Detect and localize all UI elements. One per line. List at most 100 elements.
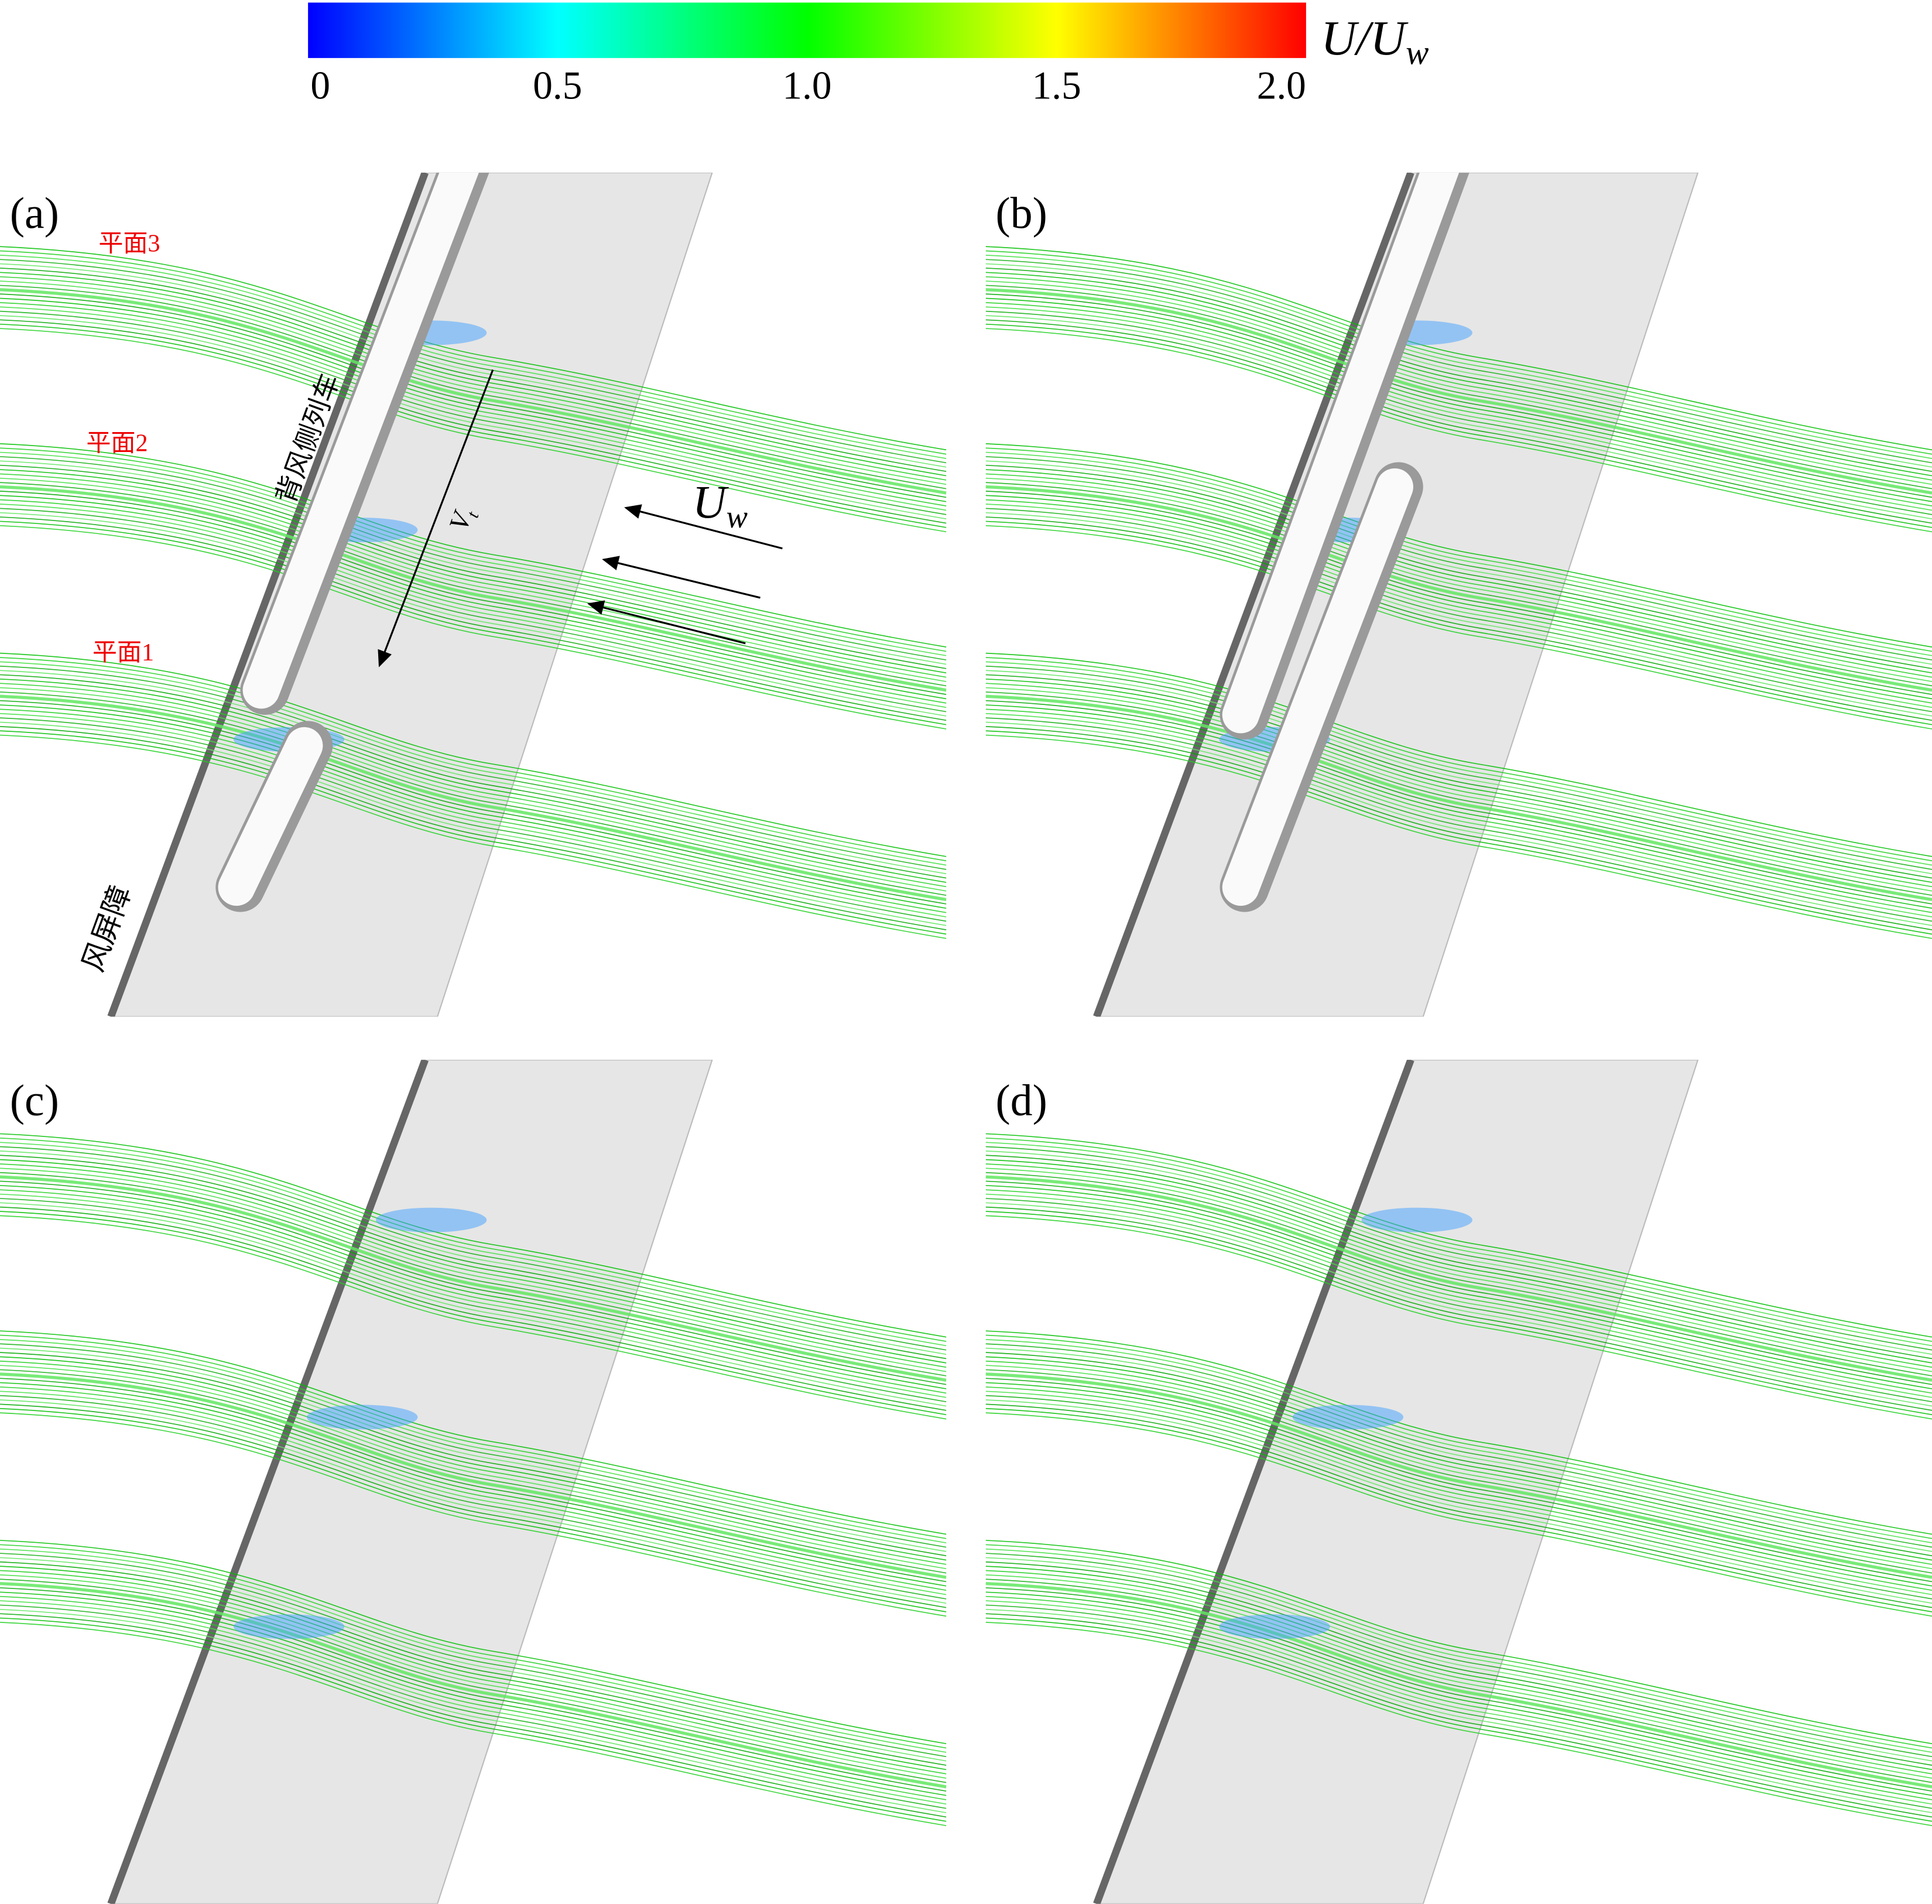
streamline <box>0 670 947 875</box>
streamline <box>985 1202 1932 1407</box>
streamline <box>0 1150 947 1355</box>
streamline <box>0 319 947 524</box>
train-arrow <box>378 369 494 667</box>
wind-barrier <box>1093 172 1414 1017</box>
panel: (c) <box>0 1060 947 1904</box>
streamline <box>985 1557 1932 1762</box>
train <box>218 727 323 906</box>
streamline <box>0 734 947 939</box>
streamline <box>985 665 1932 870</box>
streamline <box>985 268 1932 472</box>
streamline <box>985 495 1932 700</box>
streamline <box>985 460 1932 665</box>
streamline <box>985 306 1932 511</box>
panel-label: (a) <box>10 189 59 238</box>
streamline <box>985 674 1932 879</box>
streamline <box>985 1180 1932 1385</box>
streamline <box>0 1557 947 1762</box>
streamline <box>0 657 947 862</box>
streamline <box>0 1544 947 1749</box>
streamline <box>985 288 1932 495</box>
streamline <box>0 302 947 506</box>
streamline <box>0 1591 947 1796</box>
streamline <box>0 516 947 721</box>
streamline <box>0 1570 947 1775</box>
streamline <box>985 1617 1932 1822</box>
streamline <box>985 1155 1932 1359</box>
streamline <box>985 1600 1932 1805</box>
streamline <box>985 1206 1932 1411</box>
streamline <box>0 1155 947 1359</box>
streamline <box>985 1378 1932 1583</box>
streamline <box>0 263 947 468</box>
streamline <box>985 1408 1932 1612</box>
streamline <box>0 1198 947 1403</box>
streamline <box>985 1339 1932 1543</box>
colorbar-tick-label: 0 <box>310 64 330 108</box>
streamline <box>0 268 947 472</box>
streamline <box>0 1604 947 1809</box>
streamline <box>985 687 1932 892</box>
streamline <box>0 280 947 485</box>
streamline <box>0 297 947 502</box>
streamline <box>985 1150 1932 1355</box>
streamline <box>0 1587 947 1792</box>
colorbar <box>308 2 1306 59</box>
panel-label: (b) <box>996 189 1047 238</box>
streamline <box>985 694 1932 902</box>
streamline <box>0 1146 947 1351</box>
streamline <box>985 1581 1932 1789</box>
streamline <box>985 1382 1932 1587</box>
colorbar-label-sub: w <box>1406 33 1429 72</box>
streamline <box>985 1604 1932 1809</box>
streamline <box>0 1548 947 1753</box>
streamline <box>985 1613 1932 1818</box>
train <box>242 172 479 709</box>
streamline <box>985 1548 1932 1753</box>
streamline <box>0 1330 947 1535</box>
streamline <box>0 1356 947 1561</box>
streamline <box>985 721 1932 926</box>
streamline <box>0 683 947 888</box>
streamline <box>0 717 947 922</box>
streamline <box>985 678 1932 883</box>
streamline <box>0 495 947 700</box>
streamline <box>985 652 1932 857</box>
streamline <box>985 504 1932 708</box>
streamline <box>985 1391 1932 1595</box>
streamline <box>985 456 1932 661</box>
streamline <box>985 1137 1932 1342</box>
streamline <box>985 285 1932 489</box>
streamline <box>0 1553 947 1758</box>
streamline <box>0 726 947 930</box>
streamline <box>0 713 947 917</box>
streamline <box>985 280 1932 485</box>
streamline <box>0 674 947 879</box>
colorbar-tick-label: 1.5 <box>1032 64 1081 108</box>
train-shadow <box>1558 12 1590 98</box>
streamline <box>985 1215 1932 1420</box>
streamline <box>0 1399 947 1604</box>
streamline <box>985 1561 1932 1766</box>
vortex-region <box>375 1207 487 1232</box>
streamline <box>0 512 947 717</box>
streamline <box>0 1172 947 1376</box>
streamline <box>985 447 1932 652</box>
streamline <box>0 250 947 455</box>
streamline <box>985 315 1932 520</box>
streamline <box>0 276 947 481</box>
subscript: w <box>727 499 748 535</box>
track <box>1095 1060 1699 1904</box>
streamline <box>985 263 1932 468</box>
streamline <box>985 477 1932 682</box>
streamline <box>985 520 1932 725</box>
streamline <box>985 319 1932 524</box>
streamline <box>985 512 1932 717</box>
panels: (a) (b) (c) (d) <box>0 12 1932 1904</box>
streamline <box>985 670 1932 875</box>
streamline <box>985 1622 1932 1826</box>
streamline <box>0 315 947 520</box>
streamline <box>985 293 1932 498</box>
streamline <box>985 1395 1932 1600</box>
streamline <box>0 730 947 935</box>
